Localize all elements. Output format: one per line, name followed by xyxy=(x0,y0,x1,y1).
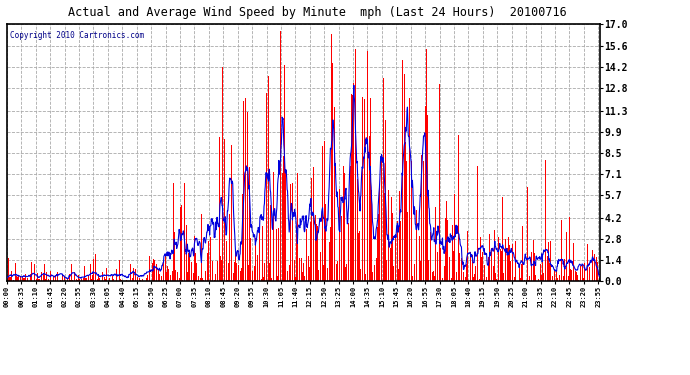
Text: Actual and Average Wind Speed by Minute  mph (Last 24 Hours)  20100716: Actual and Average Wind Speed by Minute … xyxy=(68,6,566,19)
Text: Copyright 2010 Cartronics.com: Copyright 2010 Cartronics.com xyxy=(10,31,144,40)
